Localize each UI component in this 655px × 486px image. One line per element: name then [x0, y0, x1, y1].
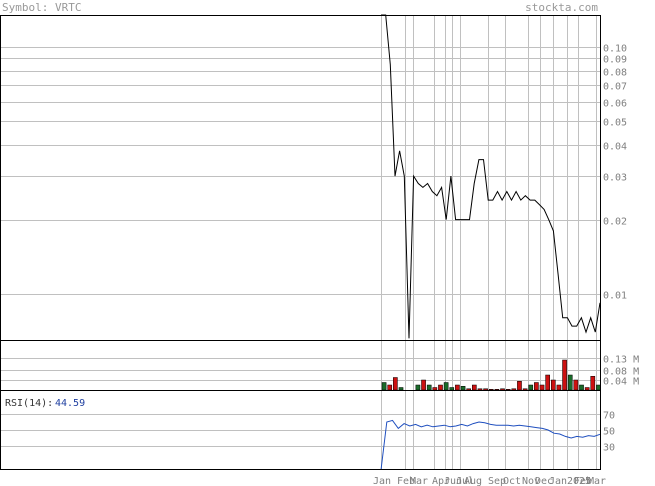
- volume-bar: [522, 388, 528, 391]
- price-grid: [0, 47, 600, 295]
- rsi-value: 44.59: [55, 398, 85, 409]
- volume-bar: [545, 374, 550, 391]
- rsi-tick-label: 30: [603, 443, 615, 454]
- volume-tick-label: 0.13 M: [603, 355, 639, 366]
- volume-bar: [534, 382, 539, 391]
- volume-bar: [500, 388, 505, 391]
- volume-bar: [455, 384, 460, 391]
- x-tick-label: Mar: [410, 476, 428, 486]
- x-tick-label: Feb: [397, 476, 415, 486]
- price-tick-label: 0.03: [603, 173, 627, 184]
- volume-bar: [426, 384, 432, 391]
- x-tick-label: Mar: [588, 476, 606, 486]
- volume-bar: [483, 388, 488, 391]
- rsi-line: [380, 419, 601, 471]
- volume-bar: [449, 387, 455, 391]
- rsi-label: RSI(14):: [5, 398, 53, 409]
- x-tick-label: Feb: [574, 476, 592, 486]
- volume-bar: [596, 384, 601, 391]
- price-tick-label: 0.07: [603, 82, 627, 93]
- volume-bar: [556, 384, 562, 391]
- x-tick-label: 2025: [567, 476, 591, 486]
- x-tick-label: Apr: [432, 476, 450, 486]
- price-tick-label: 0.01: [603, 291, 627, 302]
- price-tick-label: 0.10: [603, 44, 627, 55]
- volume-bar: [387, 384, 393, 391]
- volume-bar: [398, 387, 404, 391]
- price-tick-label: 0.04: [603, 142, 627, 153]
- volume-bar: [505, 389, 511, 391]
- volume-tick-label: 0.08 M: [603, 367, 639, 378]
- price-line-group: [381, 14, 601, 339]
- rsi-tick-label: 50: [603, 427, 615, 438]
- price-tick-label: 0.05: [603, 118, 627, 129]
- volume-bar: [432, 387, 438, 391]
- volume-bar: [517, 381, 522, 391]
- volume-axis: 0.13 M0.08 M0.04 M: [0, 355, 639, 388]
- x-tick-label: Jan: [373, 476, 391, 486]
- x-tick-label: Jan: [549, 476, 567, 486]
- volume-bar: [438, 384, 443, 391]
- volume-tick-label: 0.04 M: [603, 377, 639, 388]
- x-tick-label: Oct: [503, 476, 521, 486]
- x-tick-label: Nov: [522, 476, 540, 486]
- volume-bar: [393, 377, 398, 391]
- x-tick-label: Sep: [488, 476, 506, 486]
- volume-bar: [567, 374, 573, 391]
- price-tick-label: 0.06: [603, 99, 627, 110]
- price-tick-label: 0.09: [603, 55, 627, 66]
- symbol-title: Symbol: VRTC: [2, 1, 81, 14]
- volume-bar: [573, 379, 579, 391]
- volume-bar: [511, 388, 517, 391]
- rsi-tick-label: 70: [603, 411, 615, 422]
- volume-bar: [381, 382, 387, 391]
- volume-bar: [579, 384, 584, 391]
- price-line: [381, 14, 601, 339]
- volume-bar: [488, 389, 494, 391]
- site-title: stockta.com: [525, 1, 598, 14]
- x-tick-label: Dec: [535, 476, 553, 486]
- volume-bar: [528, 384, 534, 391]
- volume-bar: [550, 379, 556, 391]
- volume-bar: [494, 389, 500, 391]
- price-axis: 0.100.09 0.08 0.07 0.06 0.05 0.04 0.03 0.02 0.01: [603, 44, 627, 302]
- volume-bar: [539, 384, 545, 391]
- rsi-grid: 70 50 30: [0, 411, 615, 454]
- rsi-line-group: [380, 419, 601, 471]
- month-grid: [381, 15, 597, 470]
- volume-bar: [421, 379, 426, 391]
- volume-bar: [415, 384, 421, 391]
- volume-bar: [460, 386, 466, 391]
- volume-bar: [466, 388, 472, 391]
- volume-bar: [584, 387, 590, 391]
- price-tick-label: 0.02: [603, 217, 627, 228]
- x-tick-label: Jun: [444, 476, 462, 486]
- x-tick-label: Jul: [456, 476, 474, 486]
- volume-bar: [562, 359, 567, 391]
- volume-bar: [472, 384, 477, 391]
- chart-frame: [0, 15, 601, 470]
- volume-bar: [443, 382, 449, 391]
- volume-bar: [477, 388, 483, 391]
- volume-bar: [590, 376, 596, 391]
- x-tick-label: Aug: [464, 476, 482, 486]
- price-tick-label: 0.08: [603, 68, 627, 79]
